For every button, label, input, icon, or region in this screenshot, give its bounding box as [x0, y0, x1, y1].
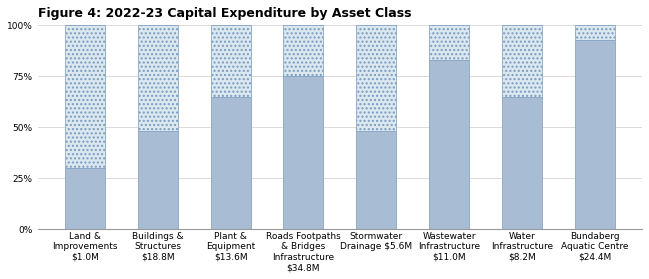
Bar [284, 25, 323, 76]
Bar [356, 25, 397, 131]
Bar [574, 25, 615, 40]
Bar [65, 25, 105, 168]
Bar [574, 40, 615, 229]
Bar [502, 97, 542, 229]
Text: Figure 4: 2022-23 Capital Expenditure by Asset Class: Figure 4: 2022-23 Capital Expenditure by… [38, 7, 411, 20]
Bar [138, 25, 178, 131]
Bar [211, 97, 251, 229]
Bar [138, 131, 178, 229]
Bar [429, 25, 469, 60]
Bar [211, 25, 251, 97]
Bar [65, 168, 105, 229]
Bar [429, 60, 469, 229]
Bar [284, 76, 323, 229]
Bar [502, 25, 542, 97]
Bar [356, 131, 397, 229]
